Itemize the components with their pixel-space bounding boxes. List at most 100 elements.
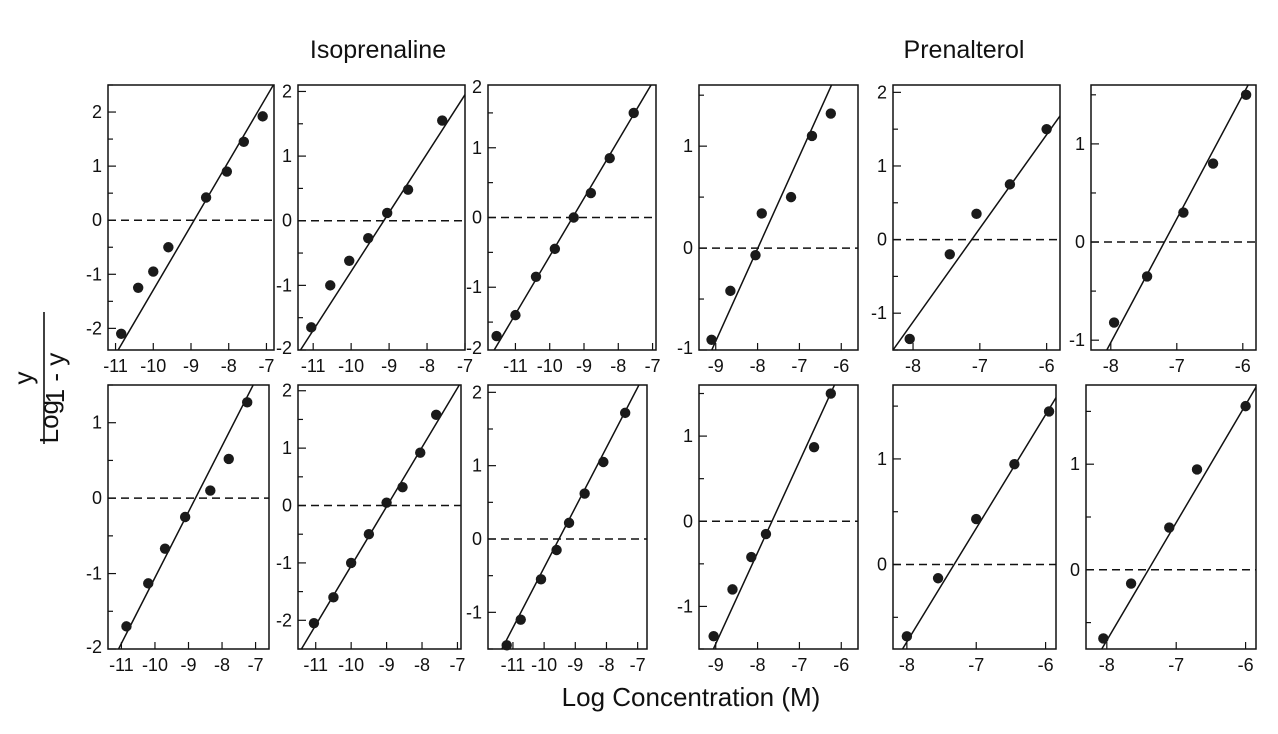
- panel-prenalterol-r1-c2-point: [904, 333, 915, 345]
- panel-prenalterol-r2-c2-fit-line: [901, 397, 1056, 649]
- panel-isoprenaline-r1-c3-point: [604, 153, 615, 164]
- panel-prenalterol-r1-c3-point: [1108, 317, 1120, 328]
- panel-isoprenaline-r2-c3-y-tick-label: 0: [472, 529, 482, 549]
- y-axis-label-numerator: y: [8, 372, 38, 385]
- panel-isoprenaline-r2-c1-point: [205, 485, 216, 496]
- panel-prenalterol-r1-c2-point: [1041, 123, 1052, 135]
- panel-isoprenaline-r1-c2-x-tick-label: -8: [419, 356, 435, 376]
- panel-isoprenaline-r2-c1-point: [159, 543, 171, 554]
- panel-prenalterol-r1-c3-x-tick-label: -8: [1103, 356, 1119, 376]
- panel-prenalterol-r1-c1-point: [725, 285, 736, 297]
- panel-isoprenaline-r1-c1-y-tick-label: 0: [92, 210, 102, 230]
- panel-prenalterol-r2-c1-point: [760, 528, 772, 540]
- panel-isoprenaline-r2-c2-y-tick-label: 1: [282, 438, 292, 458]
- panel-isoprenaline-r1-c3-point: [628, 107, 639, 119]
- panel-isoprenaline-r2-c2-x-tick-label: -8: [414, 655, 430, 675]
- panel-isoprenaline-r2-c3-frame: [487, 384, 648, 650]
- panel-isoprenaline-r2-c3: 2 1 0 -1 -11 -10 -9 -8 -7: [466, 382, 648, 675]
- panel-isoprenaline-r1-c3-x-tick-label: -7: [645, 356, 661, 376]
- panel-isoprenaline-r1-c3-y-tick-label: -1: [466, 277, 482, 297]
- panel-prenalterol-r1-c2-fit-line: [893, 115, 1060, 350]
- panel-prenalterol-r1-c3-point: [1207, 158, 1219, 169]
- panel-isoprenaline-r2-c1-x-tick-label: -10: [142, 655, 168, 675]
- panel-isoprenaline-r2-c2-y-tick-label: -2: [276, 610, 292, 630]
- panel-prenalterol-r1-c2-y-tick-label: 1: [877, 156, 887, 176]
- panel-prenalterol-r2-c1-frame: [698, 384, 859, 650]
- panel-isoprenaline-r2-c1-y-tick-label: -1: [86, 564, 102, 584]
- panel-prenalterol-r2-c2-frame: [892, 384, 1057, 650]
- panel-isoprenaline-r1-c1-point: [132, 282, 144, 294]
- panel-isoprenaline-r2-c2-point: [308, 617, 320, 629]
- panel-prenalterol-r1-c1-x-tick-label: -8: [750, 356, 766, 376]
- panel-prenalterol-r2-c2-point: [932, 573, 944, 584]
- panel-prenalterol-r1-c1-x-tick-label: -7: [791, 356, 807, 376]
- panel-isoprenaline-r1-c2-point: [306, 322, 317, 333]
- panel-isoprenaline-r1-c1-x-tick-label: -7: [258, 356, 274, 376]
- panel-prenalterol-r2-c1-y-tick-label: 1: [683, 426, 693, 446]
- panel-prenalterol-r1-c2-x-tick-label: -6: [1039, 356, 1055, 376]
- panel-prenalterol-r1-c2-x-tick-label: -7: [972, 356, 988, 376]
- panel-isoprenaline-r2-c2-point: [345, 557, 357, 569]
- panel-isoprenaline-r1-c1-point: [116, 328, 127, 339]
- panel-isoprenaline-r2-c3-x-tick-label: -11: [501, 655, 526, 675]
- panel-isoprenaline-r2-c2-point: [328, 592, 339, 603]
- panel-isoprenaline-r1-c1-point: [200, 192, 212, 203]
- panel-prenalterol-r2-c1-fit-line: [712, 385, 836, 649]
- panel-isoprenaline-r1-c2-y-tick-label: -1: [276, 275, 292, 295]
- panel-isoprenaline-r1-c1-frame: [107, 84, 275, 351]
- panel-prenalterol-r2-c3-point: [1240, 400, 1251, 412]
- panel-prenalterol-r2-c3-y-tick-label: 0: [1070, 560, 1080, 580]
- panel-prenalterol-r1-c3-point: [1141, 271, 1153, 282]
- panel-prenalterol-r1-c2-point: [971, 208, 982, 220]
- panel-isoprenaline-r1-c2-frame: [297, 84, 466, 351]
- panel-isoprenaline-r1-c3-y-tick-label: 0: [472, 208, 482, 228]
- panel-isoprenaline-r2-c3-point: [598, 456, 609, 468]
- panel-prenalterol-r1-c3: 1 0 -1 -8 -7 -6: [1069, 84, 1257, 376]
- panel-isoprenaline-r1-c1-x-tick-label: -11: [103, 356, 128, 376]
- panel-isoprenaline-r1-c1-point: [221, 166, 233, 177]
- panel-isoprenaline-r1-c3-y-tick-label: 2: [472, 77, 482, 97]
- panel-prenalterol-r1-c1-point: [706, 334, 717, 346]
- panel-prenalterol-r1-c1-x-tick-label: -9: [708, 356, 724, 376]
- panel-isoprenaline-r1-c1: 2 1 0 -1 -2-11 -10 -9 -8 -7: [86, 84, 275, 376]
- panel-prenalterol-r2-c2-point: [971, 513, 982, 525]
- panel-isoprenaline-r2-c2-point: [415, 447, 426, 458]
- panel-isoprenaline-r1-c3-y-tick-label: -2: [466, 338, 482, 358]
- panel-isoprenaline-r1-c3-point: [510, 309, 521, 321]
- panel-prenalterol-r2-c1-x-tick-label: -9: [708, 655, 724, 675]
- panel-prenalterol-r1-c2-frame: [892, 84, 1061, 351]
- panel-prenalterol-r1-c3-y-tick-label: -1: [1069, 330, 1085, 350]
- panel-isoprenaline-r1-c3-point: [585, 187, 597, 199]
- panel-prenalterol-r1-c1-x-tick-label: -6: [833, 356, 849, 376]
- panel-isoprenaline-r2-c1-x-tick-label: -11: [109, 655, 134, 675]
- panel-isoprenaline-r1-c2-point: [437, 115, 448, 126]
- panel-prenalterol-r1-c2-y-tick-label: 2: [877, 82, 887, 102]
- panel-isoprenaline-r2-c3-point: [563, 517, 575, 529]
- panel-isoprenaline-r2-c2-point: [397, 481, 408, 493]
- y-axis-label-denominator: 1 - y: [40, 353, 70, 404]
- panel-isoprenaline-r1-c2-point: [363, 232, 374, 244]
- panel-isoprenaline-r2-c2-frame: [297, 384, 462, 650]
- panel-prenalterol-r2-c1-y-tick-label: 0: [683, 511, 693, 531]
- panel-isoprenaline-r2-c1-x-tick-label: -7: [248, 655, 264, 675]
- panel-prenalterol-r2-c2-y-tick-label: 0: [877, 555, 887, 575]
- panel-isoprenaline-r2-c3-x-tick-label: -10: [531, 655, 557, 675]
- panel-isoprenaline-r1-c1-x-tick-label: -10: [140, 356, 166, 376]
- panel-prenalterol-r1-c1-y-tick-label: 1: [683, 136, 693, 156]
- panel-isoprenaline-r2-c2-y-tick-label: 2: [282, 381, 292, 401]
- panel-prenalterol-r1-c1-point: [825, 108, 837, 119]
- panel-prenalterol-r1-c2-point: [1004, 179, 1016, 190]
- panel-isoprenaline-r2-c2-x-tick-label: -10: [338, 655, 364, 675]
- panel-isoprenaline-r2-c2: 2 1 0 -1 -2 -11 -10 -9 -8 -7: [276, 381, 465, 675]
- panel-prenalterol-r1-c3-y-tick-label: 0: [1075, 232, 1085, 252]
- panel-prenalterol-r1-c1-y-tick-label: 0: [683, 238, 693, 258]
- panel-isoprenaline-r1-c2: 2 1 0 -1 -2 -11 -10 -9 -8 -7: [276, 81, 473, 376]
- panel-isoprenaline-r1-c1-x-tick-label: -9: [183, 356, 199, 376]
- panel-prenalterol-r2-c1-point: [746, 551, 757, 563]
- panel-isoprenaline-r2-c1-x-tick-label: -9: [180, 655, 196, 675]
- panel-isoprenaline-r2-c1-point: [223, 453, 234, 465]
- panel-isoprenaline-r1-c1-x-tick-label: -8: [221, 356, 237, 376]
- panel-isoprenaline-r2-c3-point: [501, 640, 512, 651]
- panel-prenalterol-r2-c1-point: [727, 584, 738, 595]
- panel-isoprenaline-r1-c3-y-tick-label: 1: [472, 138, 482, 158]
